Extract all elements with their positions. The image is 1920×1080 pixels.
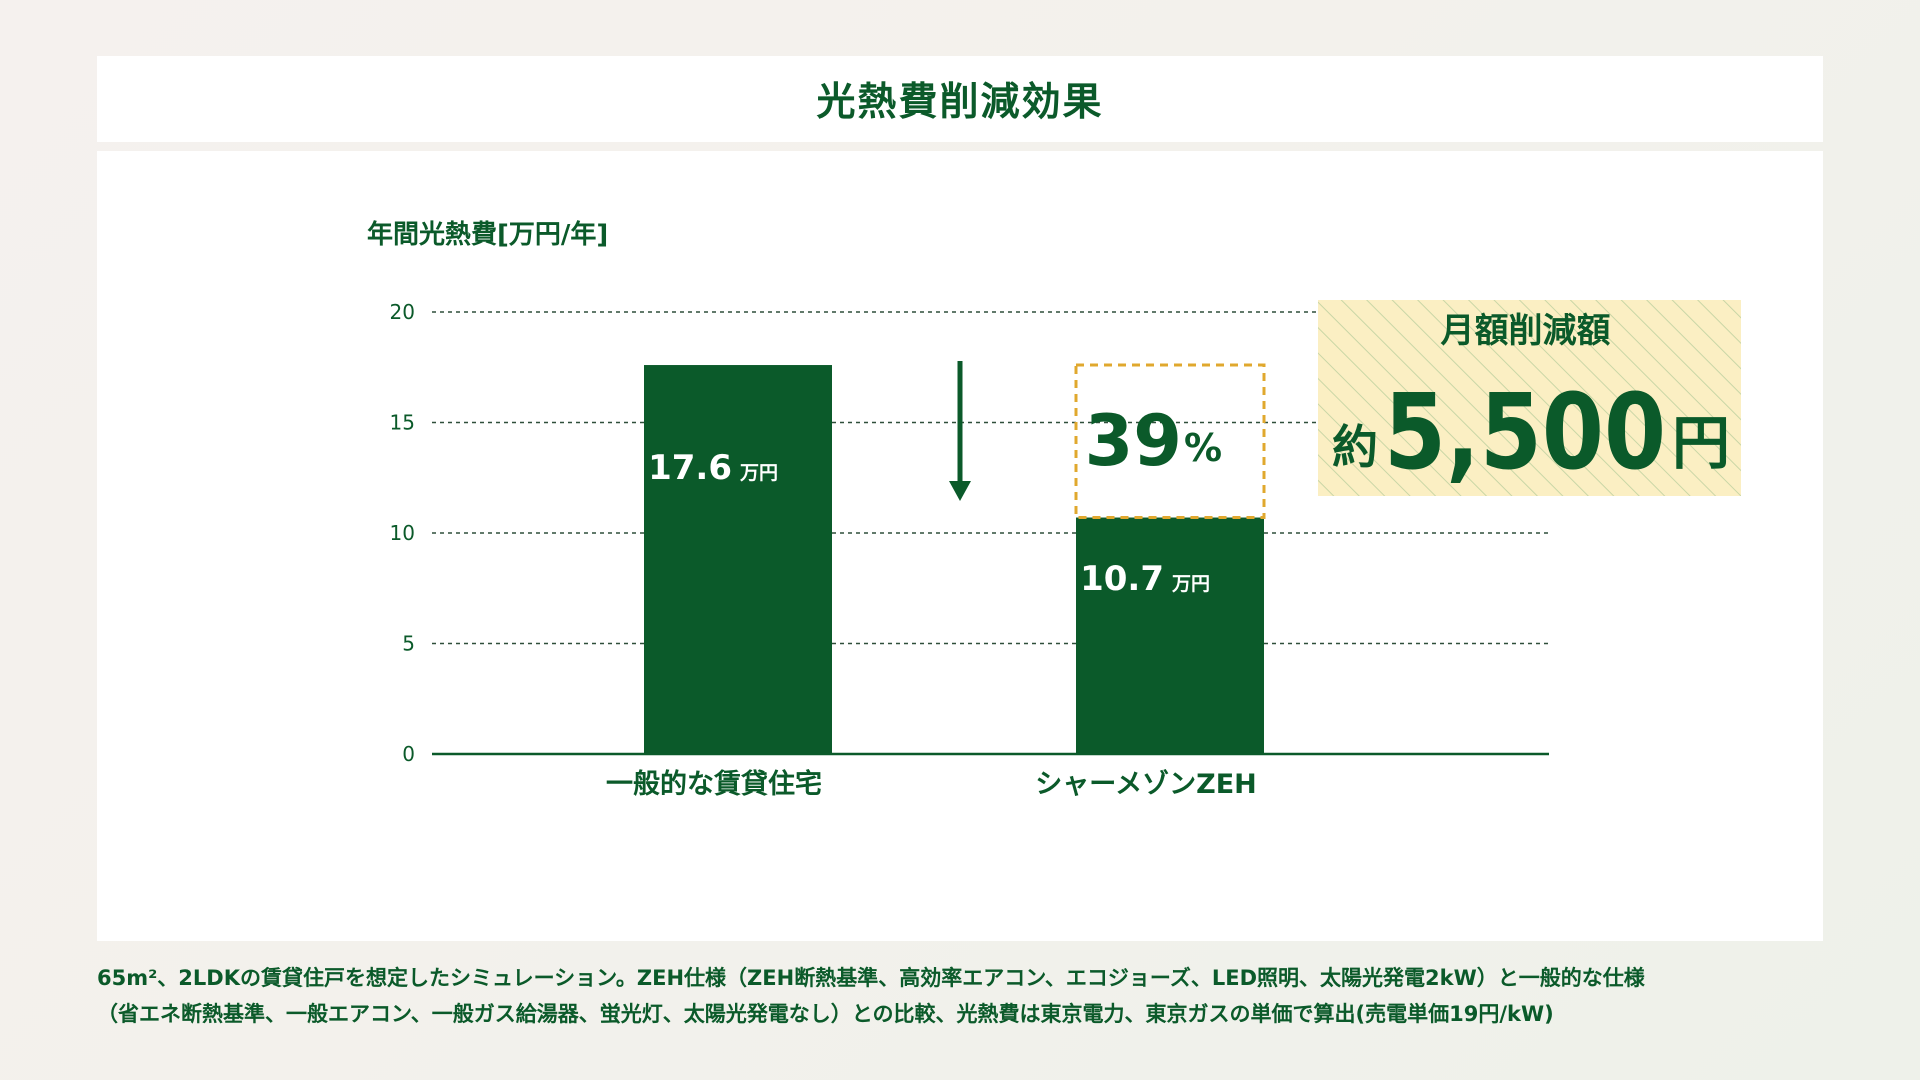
reduction-box (1074, 363, 1266, 520)
y-tick-labels: 年間光熱費[万円/年] 0 5 10 15 20 一般的な賃貸住宅 シャーメゾンZEH (367, 219, 1257, 800)
bar-value-label: 10.7 (1080, 559, 1164, 599)
bars: 17.6 万円 10.7 万円 (644, 365, 1264, 754)
callout-amount: 5,500 (1384, 371, 1666, 493)
footnote: 65m²、2LDKの賃貸住戸を想定したシミュレーション。ZEH仕様（ZEH断熱基… (97, 960, 1857, 1032)
reduction-percent: 39 (1085, 400, 1182, 482)
y-tick-label: 10 (390, 521, 415, 545)
bar (1076, 517, 1264, 754)
title-panel: 光熱費削減効果 (97, 56, 1823, 142)
savings-callout (1318, 300, 1741, 496)
bar-value-label: 17.6 (648, 448, 732, 488)
bar-value-unit: 万円 (1171, 573, 1210, 595)
callout-prefix: 約 (1332, 420, 1378, 474)
y-tick-label: 15 (390, 411, 415, 435)
y-axis-label: 年間光熱費[万円/年] (367, 219, 608, 250)
y-tick-label: 5 (402, 632, 415, 656)
bar (644, 365, 832, 754)
x-category-label: 一般的な賃貸住宅 (606, 768, 822, 800)
footnote-line-2: （省エネ断熱基準、一般エアコン、一般ガス給湯器、蛍光灯、太陽光発電なし）との比較… (97, 1002, 1554, 1026)
footnote-line-1: 65m²、2LDKの賃貸住戸を想定したシミュレーション。ZEH仕様（ZEH断熱基… (97, 966, 1645, 990)
chart-panel: 年間光熱費[万円/年] 0 5 10 15 20 一般的な賃貸住宅 シャーメゾンZEH 17.… (97, 151, 1823, 941)
reduction-percent-sign: % (1184, 426, 1222, 470)
y-tick-label: 0 (402, 742, 415, 766)
bar-chart: 年間光熱費[万円/年] 0 5 10 15 20 一般的な賃貸住宅 シャーメゾンZEH 17.… (367, 219, 1741, 800)
bar-value-unit: 万円 (739, 462, 778, 484)
page-title: 光熱費削減効果 (816, 80, 1104, 125)
x-category-label: シャーメゾンZEH (1035, 769, 1257, 800)
y-tick-label: 20 (390, 300, 415, 324)
arrow-head-icon (949, 481, 971, 501)
callout-unit: 円 (1672, 409, 1730, 477)
callout-title: 月額削減額 (1441, 311, 1611, 351)
